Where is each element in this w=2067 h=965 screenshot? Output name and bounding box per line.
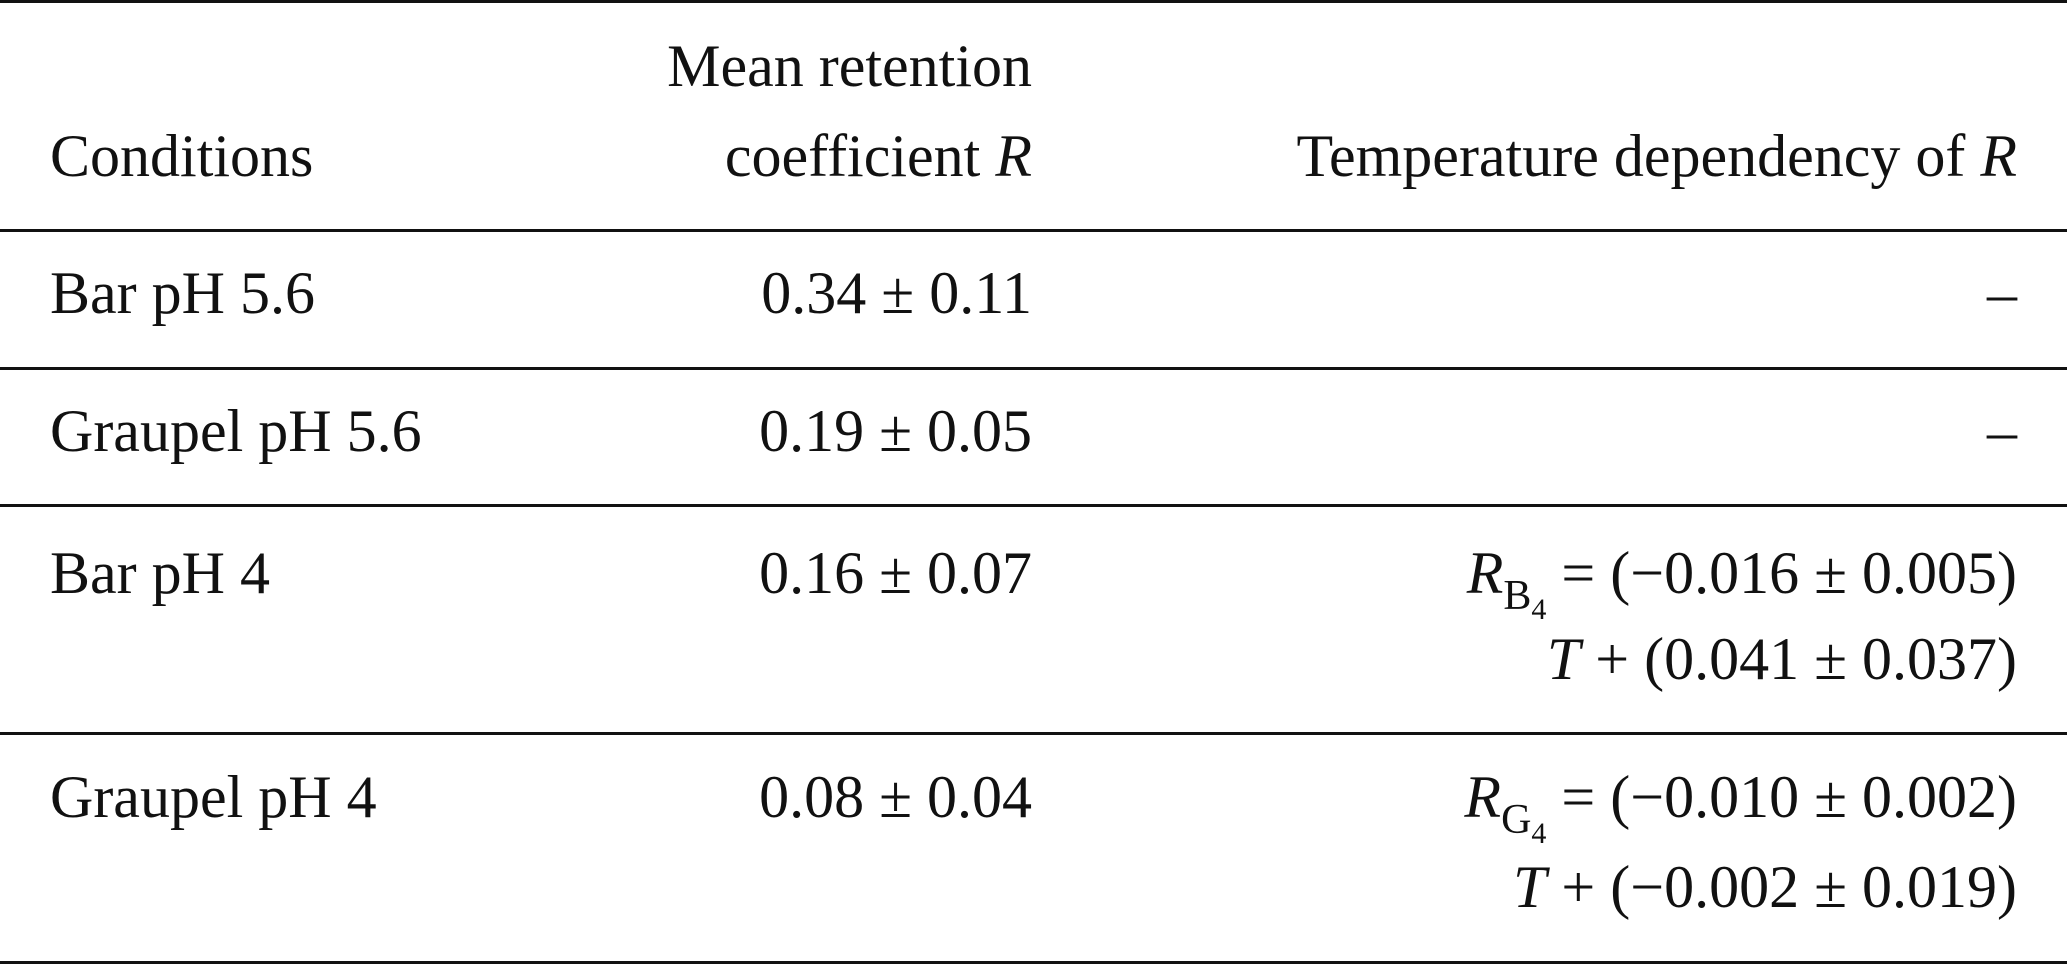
subscript: 4 xyxy=(1531,817,1547,850)
cell: Bar pH 4 xyxy=(50,540,270,606)
cell: 0.16 ± 0.07 xyxy=(759,540,1032,606)
subscript: 4 xyxy=(1531,593,1547,626)
subscript: B xyxy=(1503,573,1532,619)
header-cell: Mean retention xyxy=(667,33,1032,99)
text: = (−0.010 ± 0.002) xyxy=(1561,764,2017,830)
cell: RB4 = (−0.016 ± 0.005) xyxy=(1466,540,2017,625)
cell: Graupel pH 4 xyxy=(50,764,377,830)
cell: T + (−0.002 ± 0.019) xyxy=(1513,857,2017,917)
rule xyxy=(0,961,2067,964)
rule xyxy=(0,504,2067,507)
rule xyxy=(0,732,2067,735)
text: coefficient xyxy=(724,123,981,189)
symbol: R xyxy=(1980,123,2017,189)
symbol: R xyxy=(995,123,1032,189)
symbol: T xyxy=(1546,626,1581,692)
cell: – xyxy=(1987,260,2017,326)
cell: T + (0.041 ± 0.037) xyxy=(1547,629,2017,689)
rule xyxy=(0,229,2067,232)
rule xyxy=(0,367,2067,370)
text: = (−0.016 ± 0.005) xyxy=(1561,540,2017,606)
cell: Graupel pH 5.6 xyxy=(50,398,422,464)
header-cell: coefficient R xyxy=(725,126,1032,186)
header-cell: Temperature dependency of R xyxy=(1297,126,2017,186)
symbol: T xyxy=(1513,854,1547,920)
symbol: R xyxy=(1466,540,1504,606)
cell: 0.08 ± 0.04 xyxy=(759,764,1032,830)
text: + (−0.002 ± 0.019) xyxy=(1561,854,2017,920)
header-cell: Conditions xyxy=(50,123,314,189)
text: + (0.041 ± 0.037) xyxy=(1595,626,2017,692)
cell: 0.34 ± 0.11 xyxy=(761,260,1032,326)
cell: 0.19 ± 0.05 xyxy=(759,398,1032,464)
cell: Bar pH 5.6 xyxy=(50,260,315,326)
subscript: G xyxy=(1501,797,1532,843)
text: Temperature dependency of xyxy=(1296,123,1966,189)
cell: – xyxy=(1987,398,2017,464)
rule xyxy=(0,0,2067,3)
cell: RG4 = (−0.010 ± 0.002) xyxy=(1464,764,2017,849)
symbol: R xyxy=(1464,764,1502,830)
